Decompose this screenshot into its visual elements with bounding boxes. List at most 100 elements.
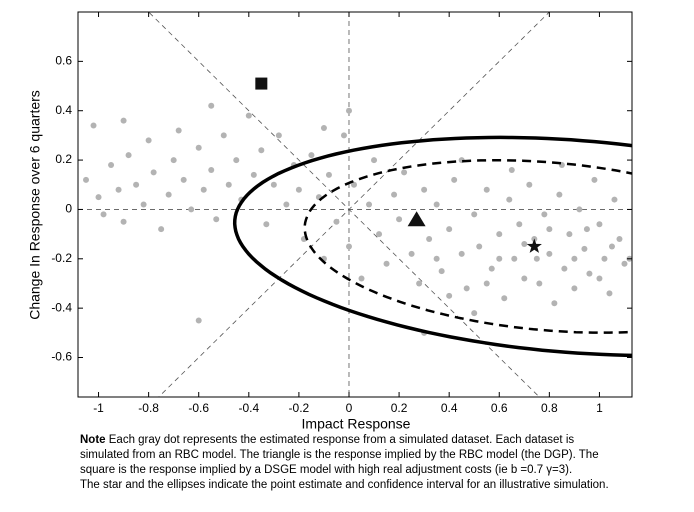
scatter-point bbox=[325, 171, 332, 178]
scatter-point bbox=[426, 236, 433, 243]
y-tick-label: 0.6 bbox=[55, 54, 72, 68]
scatter-point bbox=[606, 290, 613, 297]
note-line: Each gray dot represents the estimated r… bbox=[106, 434, 575, 446]
star-marker bbox=[526, 238, 542, 253]
scatter-point bbox=[165, 191, 172, 198]
scatter-point bbox=[90, 122, 97, 129]
reference-line bbox=[148, 12, 540, 397]
confidence-ellipse bbox=[303, 158, 632, 334]
scatter-point bbox=[213, 216, 220, 223]
scatter-point bbox=[521, 240, 528, 247]
scatter-point bbox=[120, 117, 127, 124]
scatter-point bbox=[188, 206, 195, 213]
plot-area bbox=[78, 12, 632, 397]
scatter-point bbox=[208, 102, 215, 109]
x-tick-label: 0.2 bbox=[391, 401, 408, 415]
scatter-point bbox=[496, 231, 503, 238]
scatter-point bbox=[233, 157, 240, 164]
x-tick-label: -0.6 bbox=[188, 401, 209, 415]
scatter-point bbox=[571, 285, 578, 292]
scatter-point bbox=[526, 181, 533, 188]
scatter-point bbox=[608, 243, 615, 250]
scatter-point bbox=[546, 250, 553, 257]
scatter-point bbox=[295, 186, 302, 193]
scatter-point bbox=[345, 107, 352, 114]
note: Note Each gray dot represents the estima… bbox=[80, 434, 574, 446]
scatter-point bbox=[471, 211, 478, 218]
note-label: Note bbox=[80, 434, 106, 446]
scatter-point bbox=[586, 270, 593, 277]
scatter-point bbox=[596, 221, 603, 228]
scatter-point bbox=[581, 245, 588, 252]
scatter-point bbox=[621, 260, 628, 267]
x-tick-label: 1 bbox=[596, 401, 603, 415]
scatter-point bbox=[115, 186, 122, 193]
note-line: The star and the ellipses indicate the p… bbox=[80, 479, 609, 491]
scatter-point bbox=[333, 218, 340, 225]
scatter-point bbox=[408, 250, 415, 257]
scatter-point bbox=[611, 196, 618, 203]
scatter-point bbox=[145, 137, 152, 144]
x-tick-label: 0.8 bbox=[541, 401, 558, 415]
x-tick-label: -1 bbox=[93, 401, 104, 415]
note-line: square is the response implied by a DSGE… bbox=[80, 464, 572, 476]
scatter-point bbox=[245, 112, 252, 119]
scatter-point bbox=[258, 147, 265, 154]
y-tick-label: -0.6 bbox=[51, 350, 72, 364]
scatter-point bbox=[551, 300, 558, 307]
scatter-point bbox=[416, 280, 423, 287]
scatter-point bbox=[583, 226, 590, 233]
scatter-point bbox=[345, 243, 352, 250]
scatter-point bbox=[451, 176, 458, 183]
scatter-point bbox=[576, 206, 583, 213]
scatter-point bbox=[476, 243, 483, 250]
scatter-point bbox=[391, 191, 398, 198]
scatter-point bbox=[496, 255, 503, 262]
x-tick-label: 0.6 bbox=[491, 401, 508, 415]
scatter-point bbox=[533, 255, 540, 262]
scatter-point bbox=[396, 216, 403, 223]
scatter-point bbox=[536, 280, 543, 287]
scatter-point bbox=[133, 181, 140, 188]
scatter-point bbox=[175, 127, 182, 134]
scatter-point bbox=[371, 157, 378, 164]
scatter-point bbox=[225, 181, 232, 188]
scatter-point bbox=[220, 132, 227, 139]
scatter-point bbox=[376, 231, 383, 238]
scatter-point bbox=[433, 255, 440, 262]
scatter-point bbox=[506, 196, 513, 203]
y-tick-label: -0.4 bbox=[51, 300, 72, 314]
scatter-point bbox=[566, 231, 573, 238]
scatter-point bbox=[180, 176, 187, 183]
scatter-point bbox=[125, 152, 132, 159]
triangle-marker bbox=[407, 211, 426, 227]
scatter-point bbox=[320, 124, 327, 131]
scatter-point bbox=[383, 260, 390, 267]
scatter-point bbox=[471, 310, 478, 317]
x-axis-label: Impact Response bbox=[302, 416, 411, 432]
scatter-point bbox=[358, 275, 365, 282]
scatter-point bbox=[463, 285, 470, 292]
x-tick-label: -0.8 bbox=[138, 401, 159, 415]
scatter-point bbox=[501, 295, 508, 302]
scatter-point bbox=[263, 221, 270, 228]
y-tick-label: 0 bbox=[65, 202, 72, 216]
scatter-point bbox=[488, 265, 495, 272]
y-axis-label: Change In Response over 6 quarters bbox=[27, 90, 43, 320]
scatter-point bbox=[421, 186, 428, 193]
scatter-point bbox=[483, 186, 490, 193]
scatter-point bbox=[100, 211, 107, 218]
scatter-point bbox=[511, 255, 518, 262]
scatter-point bbox=[366, 201, 373, 208]
scatter-point bbox=[195, 144, 202, 151]
scatter-point bbox=[340, 132, 347, 139]
scatter-point bbox=[591, 176, 598, 183]
scatter-point bbox=[601, 255, 608, 262]
scatter-point bbox=[458, 250, 465, 257]
scatter-point bbox=[446, 226, 453, 233]
square-marker bbox=[255, 77, 268, 90]
scatter-point bbox=[200, 186, 207, 193]
scatter-point bbox=[250, 171, 257, 178]
